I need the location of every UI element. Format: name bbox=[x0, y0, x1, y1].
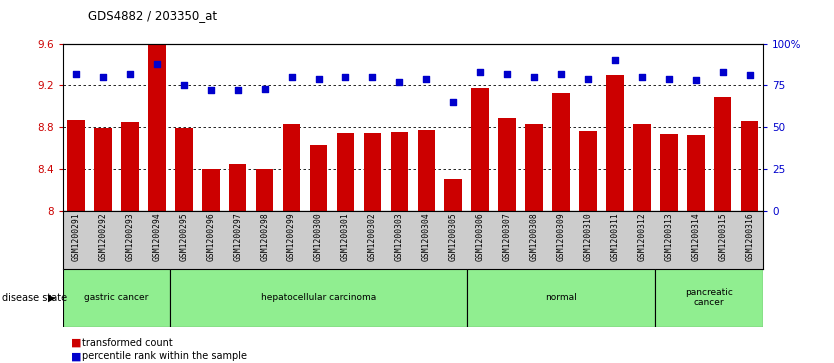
Text: GSM1200311: GSM1200311 bbox=[610, 212, 620, 261]
Bar bbox=[175, 128, 193, 211]
Text: GSM1200292: GSM1200292 bbox=[98, 212, 108, 261]
Text: disease state: disease state bbox=[2, 293, 67, 303]
Text: GSM1200304: GSM1200304 bbox=[422, 212, 431, 261]
Text: transformed count: transformed count bbox=[82, 338, 173, 348]
Text: GSM1200299: GSM1200299 bbox=[287, 212, 296, 261]
Bar bbox=[170, 269, 467, 327]
Point bbox=[689, 77, 702, 83]
Bar bbox=[633, 124, 651, 211]
Bar bbox=[229, 164, 247, 211]
Point bbox=[446, 99, 460, 105]
Text: GSM1200305: GSM1200305 bbox=[449, 212, 458, 261]
Text: GSM1200303: GSM1200303 bbox=[394, 212, 404, 261]
Point bbox=[366, 74, 379, 80]
Bar bbox=[606, 75, 624, 211]
Point bbox=[636, 74, 649, 80]
Text: GSM1200310: GSM1200310 bbox=[584, 212, 592, 261]
Text: percentile rank within the sample: percentile rank within the sample bbox=[82, 351, 247, 362]
Text: GSM1200309: GSM1200309 bbox=[556, 212, 565, 261]
Text: ■: ■ bbox=[71, 351, 82, 362]
Text: GSM1200301: GSM1200301 bbox=[341, 212, 350, 261]
Point bbox=[150, 61, 163, 66]
Point bbox=[474, 69, 487, 75]
Bar bbox=[337, 133, 354, 211]
Bar bbox=[94, 128, 112, 211]
Point bbox=[231, 87, 244, 93]
Point bbox=[204, 87, 218, 93]
Bar bbox=[390, 132, 408, 211]
Bar bbox=[364, 133, 381, 211]
Text: GSM1200307: GSM1200307 bbox=[503, 212, 511, 261]
Text: GSM1200300: GSM1200300 bbox=[314, 212, 323, 261]
Bar bbox=[309, 145, 327, 211]
Point bbox=[716, 69, 730, 75]
Point bbox=[500, 71, 514, 77]
Bar bbox=[283, 124, 300, 211]
Text: GSM1200312: GSM1200312 bbox=[637, 212, 646, 261]
Text: GSM1200294: GSM1200294 bbox=[153, 212, 161, 261]
Point bbox=[581, 76, 595, 82]
Text: GSM1200316: GSM1200316 bbox=[745, 212, 754, 261]
Bar bbox=[445, 179, 462, 211]
Bar bbox=[467, 269, 656, 327]
Bar bbox=[579, 131, 597, 211]
Bar bbox=[525, 124, 543, 211]
Point bbox=[393, 79, 406, 85]
Point bbox=[312, 76, 325, 82]
Point bbox=[743, 72, 756, 78]
Text: GSM1200293: GSM1200293 bbox=[125, 212, 134, 261]
Point bbox=[608, 57, 621, 63]
Text: GSM1200306: GSM1200306 bbox=[475, 212, 485, 261]
Point bbox=[662, 76, 676, 82]
Bar bbox=[714, 97, 731, 211]
Bar bbox=[471, 89, 489, 211]
Point bbox=[96, 74, 109, 80]
Point bbox=[527, 74, 540, 80]
Bar bbox=[256, 169, 274, 211]
Text: GSM1200313: GSM1200313 bbox=[665, 212, 673, 261]
Bar bbox=[121, 122, 138, 211]
Text: GSM1200298: GSM1200298 bbox=[260, 212, 269, 261]
Text: GSM1200314: GSM1200314 bbox=[691, 212, 701, 261]
Text: ■: ■ bbox=[71, 338, 82, 348]
Text: normal: normal bbox=[545, 293, 577, 302]
Bar bbox=[499, 118, 516, 211]
Bar bbox=[660, 134, 677, 211]
Text: ▶: ▶ bbox=[48, 293, 56, 303]
Text: GSM1200308: GSM1200308 bbox=[530, 212, 539, 261]
Text: GSM1200295: GSM1200295 bbox=[179, 212, 188, 261]
Text: GSM1200297: GSM1200297 bbox=[234, 212, 242, 261]
Bar bbox=[202, 169, 219, 211]
Text: pancreatic
cancer: pancreatic cancer bbox=[686, 288, 733, 307]
Text: GSM1200296: GSM1200296 bbox=[206, 212, 215, 261]
Text: GDS4882 / 203350_at: GDS4882 / 203350_at bbox=[88, 9, 217, 22]
Bar bbox=[63, 269, 170, 327]
Text: hepatocellular carcinoma: hepatocellular carcinoma bbox=[261, 293, 376, 302]
Point bbox=[420, 76, 433, 82]
Point bbox=[258, 86, 271, 91]
Bar bbox=[656, 269, 763, 327]
Bar bbox=[68, 120, 85, 211]
Text: GSM1200291: GSM1200291 bbox=[72, 212, 81, 261]
Point bbox=[123, 71, 137, 77]
Bar bbox=[148, 45, 166, 211]
Point bbox=[177, 82, 190, 88]
Text: GSM1200302: GSM1200302 bbox=[368, 212, 377, 261]
Point bbox=[339, 74, 352, 80]
Point bbox=[69, 71, 83, 77]
Bar bbox=[552, 93, 570, 211]
Bar bbox=[687, 135, 705, 211]
Bar bbox=[741, 121, 758, 211]
Point bbox=[285, 74, 299, 80]
Text: GSM1200315: GSM1200315 bbox=[718, 212, 727, 261]
Point bbox=[555, 71, 568, 77]
Text: gastric cancer: gastric cancer bbox=[84, 293, 148, 302]
Bar bbox=[418, 130, 435, 211]
